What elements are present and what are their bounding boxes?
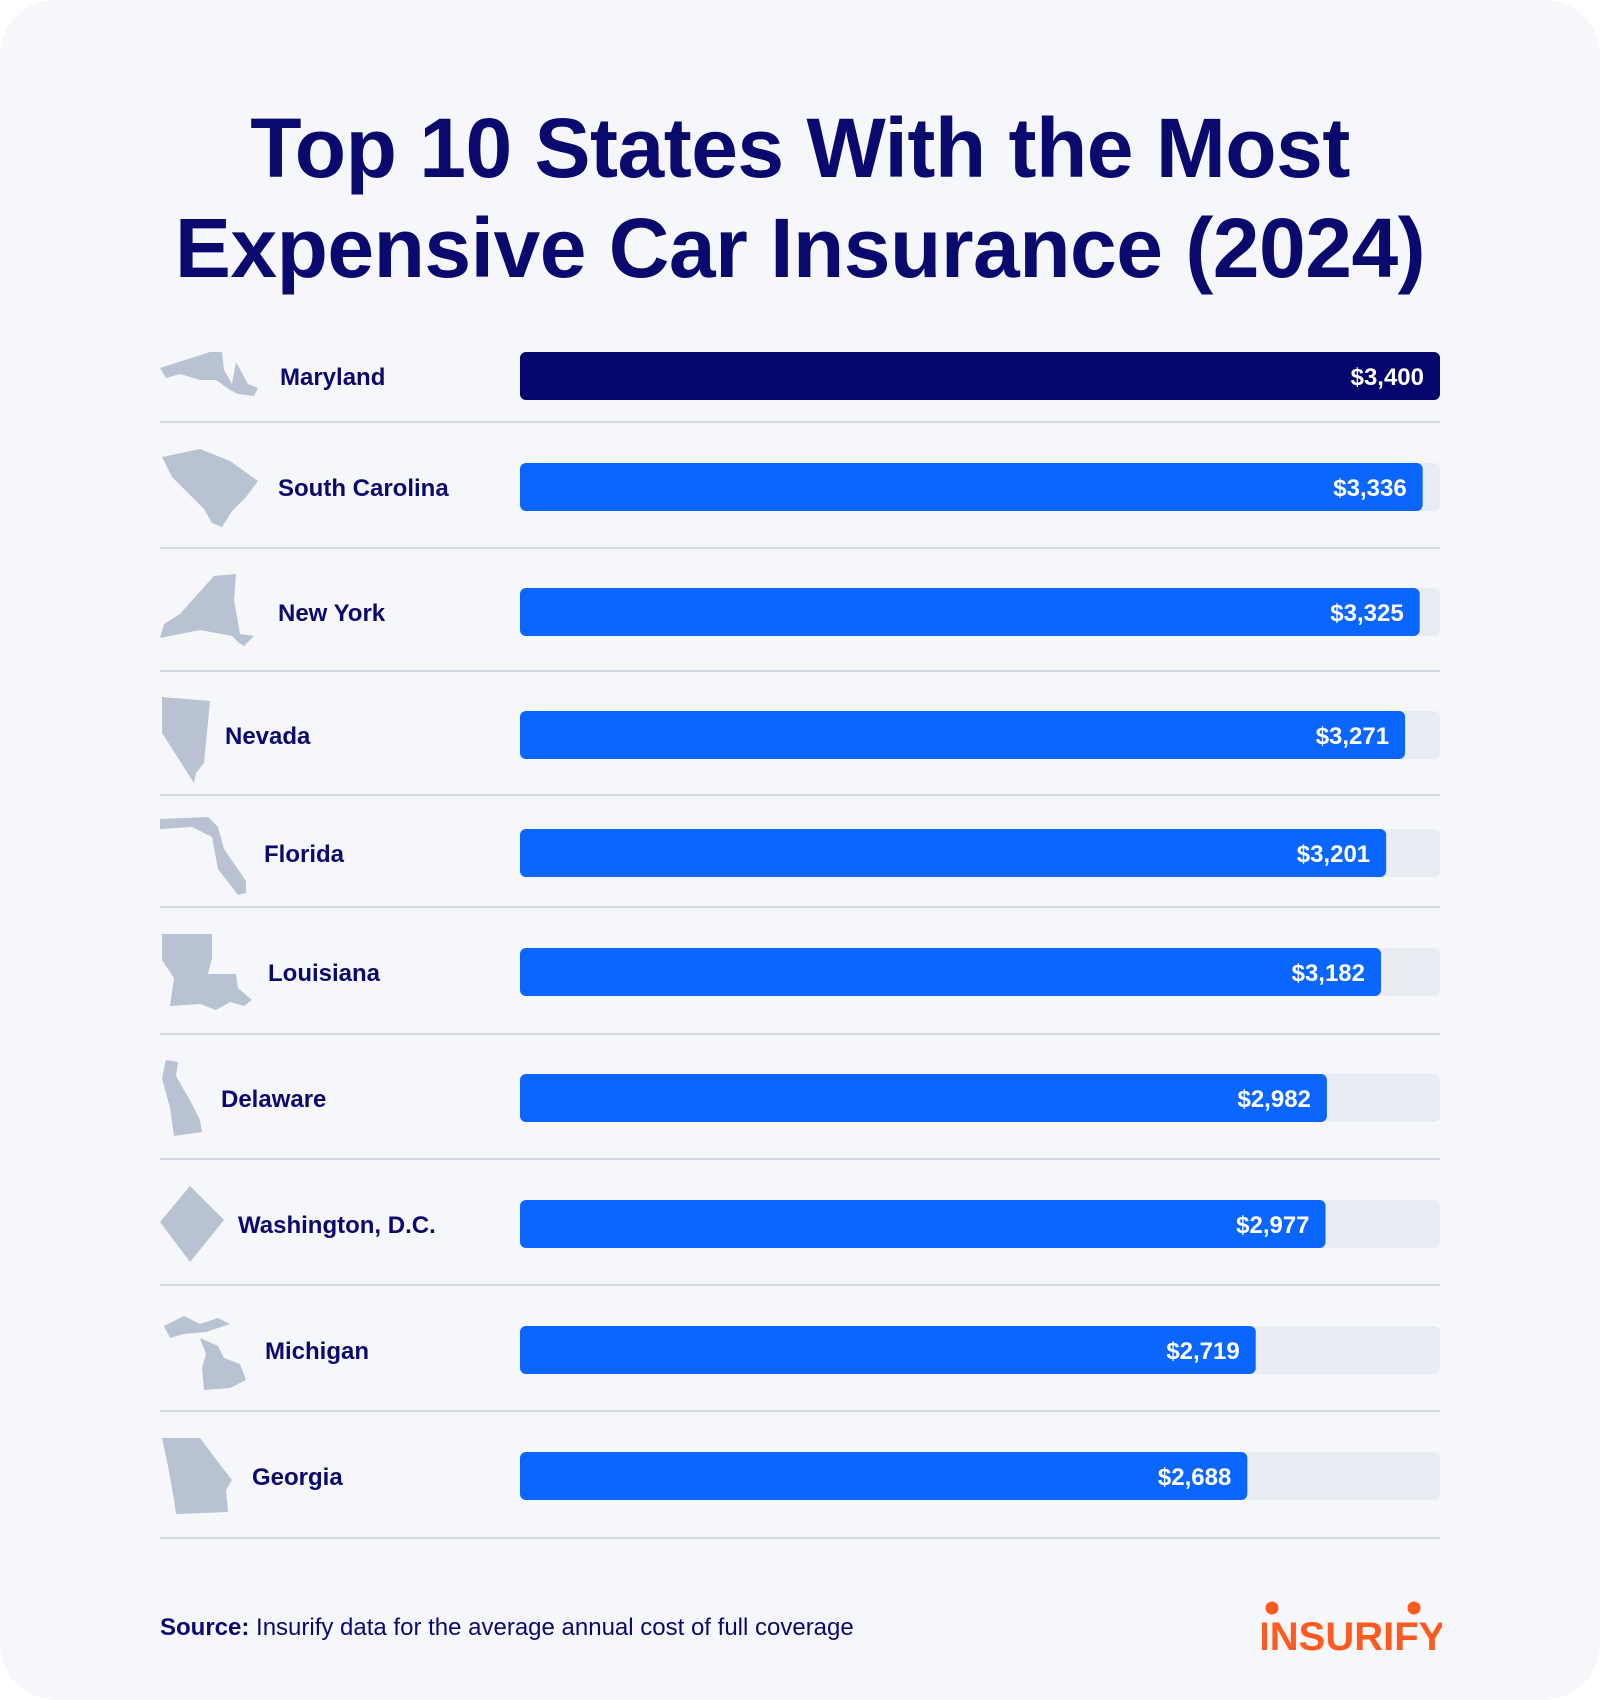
nevada-icon — [162, 697, 210, 783]
bar-michigan — [520, 1326, 1256, 1374]
value-label: $2,719 — [1166, 1338, 1239, 1365]
category-label: Washington, D.C. — [238, 1212, 436, 1239]
category-label: Florida — [264, 841, 345, 868]
value-label: $3,271 — [1316, 723, 1389, 750]
bar-florida — [520, 829, 1387, 877]
category-label: Michigan — [265, 1338, 369, 1365]
logo-text: INSURIFY — [1262, 1615, 1442, 1656]
title-line-2: Expensive Car Insurance (2024) — [174, 201, 1426, 295]
category-label: Georgia — [252, 1464, 343, 1491]
title-line-1: Top 10 States With the Most — [250, 101, 1350, 195]
source-label: Source: — [160, 1614, 250, 1641]
south-carolina-icon — [162, 449, 258, 527]
florida-icon — [160, 817, 246, 895]
category-label: Louisiana — [268, 960, 381, 987]
value-label: $2,688 — [1158, 1464, 1231, 1491]
insurify-logo: INSURIFY — [1262, 1601, 1442, 1656]
bar-maryland — [520, 352, 1440, 400]
logo-dot-right — [1407, 1601, 1421, 1615]
bar-delaware — [520, 1074, 1327, 1122]
bar-chart: Maryland $3,400 South Carolina $3,336 New Yo… — [160, 352, 1440, 1539]
value-label: $3,201 — [1297, 841, 1370, 868]
value-label: $3,400 — [1351, 364, 1424, 391]
source-note: Source: Insurify data for the average an… — [160, 1614, 854, 1642]
value-label: $2,977 — [1236, 1212, 1309, 1239]
delaware-icon — [162, 1060, 202, 1136]
chart-title: Top 10 States With the Most Expensive Ca… — [0, 98, 1600, 298]
bar-nevada — [520, 711, 1406, 759]
bar-washington-d-c — [520, 1200, 1326, 1248]
category-label: Delaware — [221, 1086, 326, 1113]
logo-dot-left — [1265, 1601, 1279, 1615]
new-york-icon — [160, 574, 254, 646]
category-label: Nevada — [225, 723, 311, 750]
value-label: $3,325 — [1330, 600, 1403, 627]
category-label: South Carolina — [278, 475, 449, 502]
georgia-icon — [162, 1438, 232, 1514]
louisiana-icon — [162, 934, 252, 1010]
bar-louisiana — [520, 948, 1382, 996]
maryland-icon — [160, 352, 258, 396]
category-label: Maryland — [280, 364, 385, 391]
bar-new-york — [520, 588, 1420, 636]
washington-dc-icon — [160, 1186, 224, 1262]
category-label: New York — [278, 600, 386, 627]
bar-south-carolina — [520, 463, 1423, 511]
michigan-icon — [164, 1316, 246, 1390]
source-text: Insurify data for the average annual cos… — [256, 1614, 854, 1641]
value-label: $3,182 — [1292, 960, 1365, 987]
bar-georgia — [520, 1452, 1248, 1500]
value-label: $2,982 — [1237, 1086, 1310, 1113]
value-label: $3,336 — [1333, 475, 1406, 502]
